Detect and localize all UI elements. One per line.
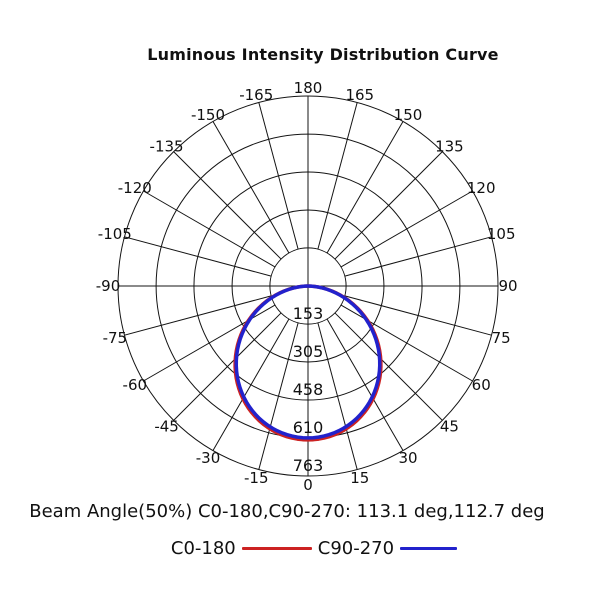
polar-spoke	[344, 236, 492, 277]
angle-label: -150	[191, 106, 225, 124]
chart-title: Luminous Intensity Distribution Curve	[147, 45, 499, 64]
radial-value-label: 763	[293, 456, 324, 475]
polar-spoke	[173, 151, 282, 260]
polar-spoke	[326, 318, 404, 451]
radial-value-label: 458	[293, 380, 324, 399]
radial-value-label: 610	[293, 418, 324, 437]
angle-label: 60	[472, 376, 491, 394]
legend-line-c0-180	[241, 546, 312, 550]
polar-spoke	[340, 190, 473, 268]
polar-spoke	[143, 190, 276, 268]
angle-label: -165	[239, 86, 273, 104]
polar-spoke	[317, 102, 358, 250]
angle-label: 0	[303, 476, 313, 494]
radial-value-label: 305	[293, 342, 324, 361]
polar-spoke	[212, 318, 290, 451]
angle-label: 180	[294, 79, 323, 97]
angle-label: -30	[196, 449, 221, 467]
legend-label-c90-270: C90-270	[317, 537, 395, 559]
angle-label: 105	[487, 225, 516, 243]
angle-label: -15	[244, 469, 269, 487]
angle-label: 90	[498, 277, 517, 295]
legend-label-c0-180: C0-180	[170, 537, 236, 559]
angle-label: 45	[440, 417, 459, 435]
angle-label: -45	[154, 417, 179, 435]
polar-spoke	[326, 121, 404, 254]
polar-spoke	[317, 322, 358, 470]
angle-label: 135	[435, 138, 464, 156]
polar-spoke	[334, 151, 443, 260]
angle-label: -105	[98, 225, 132, 243]
angle-label: -90	[96, 277, 121, 295]
polar-spoke	[173, 312, 282, 421]
polar-spoke	[334, 312, 443, 421]
angle-label: 75	[492, 329, 511, 347]
angle-label: -60	[123, 376, 148, 394]
angle-label: 120	[467, 179, 496, 197]
polar-spoke	[212, 121, 290, 254]
angle-label: 15	[350, 469, 369, 487]
radial-value-label: 153	[293, 304, 324, 323]
angle-label: -135	[150, 138, 184, 156]
angle-label: 30	[398, 449, 417, 467]
angle-label: -75	[103, 329, 128, 347]
legend: C0-180 C90-270	[14, 537, 600, 559]
polar-spoke	[258, 322, 299, 470]
polar-spoke	[124, 295, 272, 336]
angle-label: -120	[118, 179, 152, 197]
polar-spoke	[344, 295, 492, 336]
legend-line-c90-270	[400, 546, 458, 550]
polar-spoke	[124, 236, 272, 277]
series-curve-c90-270	[234, 284, 382, 440]
beam-angle-text: Beam Angle(50%) C0-180,C90-270: 113.1 de…	[29, 501, 545, 522]
polar-spoke	[258, 102, 299, 250]
angle-label: 165	[345, 86, 374, 104]
polar-spoke	[340, 304, 473, 382]
polar-spoke	[143, 304, 276, 382]
angle-label: 150	[394, 106, 423, 124]
